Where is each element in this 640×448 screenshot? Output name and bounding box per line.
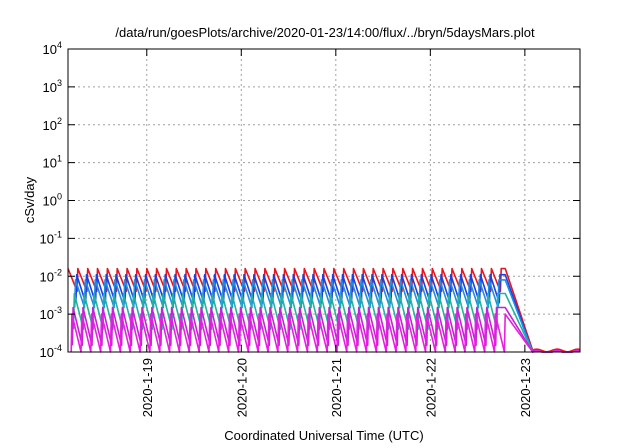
x-tick-label: 2020-1-22 (423, 358, 438, 417)
x-axis-label: Coordinated Universal Time (UTC) (224, 428, 423, 443)
series-group (67, 267, 581, 353)
y-tick-label: 104 (43, 40, 62, 57)
y-tick-label: 100 (43, 192, 62, 209)
grid (68, 49, 580, 352)
y-tick-label: 101 (43, 154, 62, 171)
y-tick-label: 103 (43, 78, 62, 95)
y-tick-label: 10-2 (40, 267, 62, 284)
y-tick-label: 10-4 (40, 343, 62, 360)
series-line (70, 313, 581, 353)
chart-title: /data/run/goesPlots/archive/2020-01-23/1… (115, 25, 535, 40)
y-tick-label: 10-3 (40, 305, 62, 322)
x-tick-label: 2020-1-21 (329, 358, 344, 417)
x-tick-label: 2020-1-20 (234, 358, 249, 417)
x-tick-label: 2020-1-23 (518, 358, 533, 417)
y-axis-label: cSv/day (22, 176, 37, 223)
x-tick-label: 2020-1-19 (140, 358, 155, 417)
y-axis: 10-4 10-3 10-2 10-1 100 101 102 103 104 (40, 40, 580, 360)
y-tick-label: 102 (43, 116, 62, 133)
y-tick-label: 10-1 (40, 229, 62, 246)
x-axis: 2020-1-19 2020-1-20 2020-1-21 2020-1-22 2020… (140, 49, 533, 417)
